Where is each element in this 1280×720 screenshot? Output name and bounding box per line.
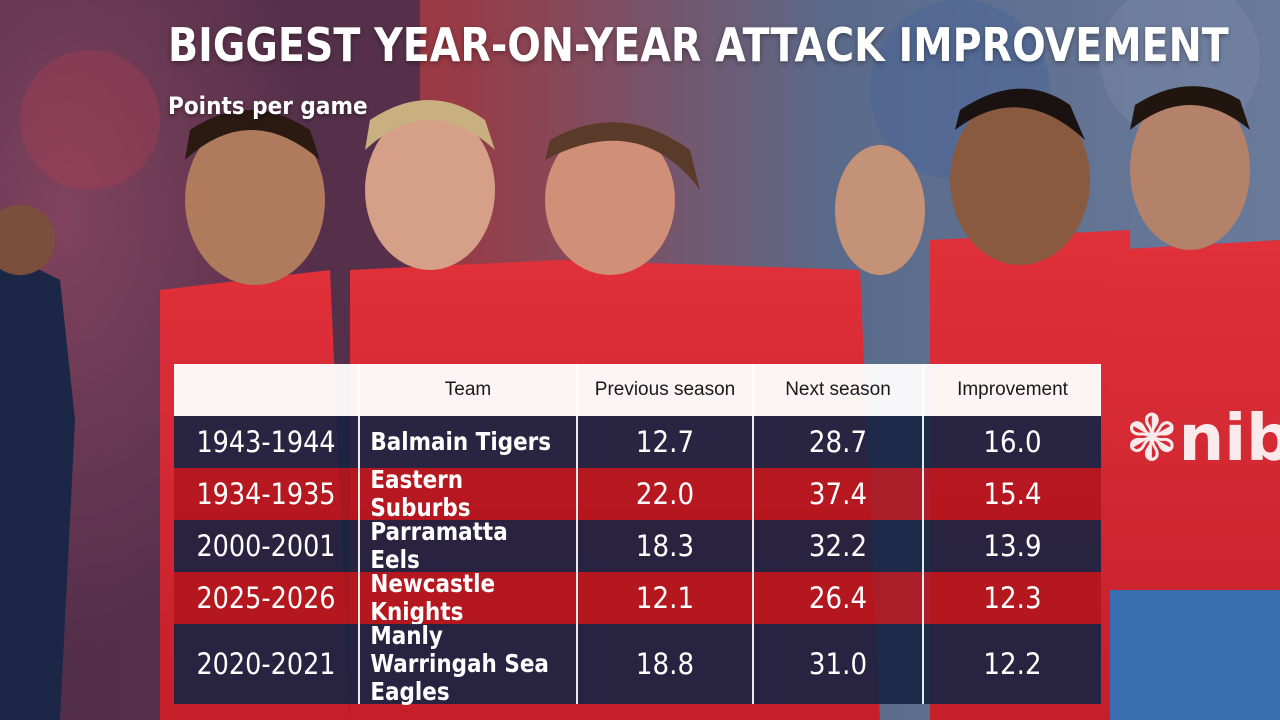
years-cell: 2000-2001	[196, 529, 336, 563]
table-row: 1943-1944 Balmain Tigers 12.7 28.7 16.0	[174, 416, 1101, 468]
team-cell: Parramatta Eels	[370, 517, 508, 574]
header-previous-season: Previous season	[594, 379, 736, 400]
improvement-cell: 15.4	[983, 477, 1042, 511]
previous-season-cell: 12.1	[635, 581, 695, 615]
years-cell: 2020-2021	[196, 647, 336, 681]
improvement-cell: 12.3	[983, 581, 1042, 615]
table-header: Team Previous season Next season Improve…	[174, 364, 1101, 416]
chart-title: BIGGEST YEAR-ON-YEAR ATTACK IMPROVEMENT	[168, 18, 1229, 72]
table-row: 1934-1935 Eastern Suburbs 22.0 37.4 15.4	[174, 465, 1101, 522]
column-divider	[576, 364, 578, 704]
previous-season-cell: 22.0	[635, 477, 695, 511]
next-season-cell: 32.2	[808, 529, 868, 563]
table-row: 2000-2001 Parramatta Eels 18.3 32.2 13.9	[174, 517, 1101, 574]
previous-season-cell: 18.8	[635, 647, 695, 681]
next-season-cell: 26.4	[808, 581, 868, 615]
team-cell: Eastern Suburbs	[370, 465, 471, 522]
improvement-cell: 12.2	[983, 647, 1042, 681]
improvement-table: Team Previous season Next season Improve…	[174, 364, 1101, 706]
previous-season-cell: 18.3	[635, 529, 695, 563]
team-cell: Balmain Tigers	[370, 427, 552, 456]
previous-season-cell: 12.7	[635, 425, 695, 459]
years-cell: 1943-1944	[196, 425, 336, 459]
column-divider	[922, 364, 924, 704]
improvement-cell: 13.9	[983, 529, 1042, 563]
header-improvement: Improvement	[957, 379, 1068, 400]
improvement-cell: 16.0	[983, 425, 1042, 459]
table-row: 2025-2026 Newcastle Knights 12.1 26.4 12…	[174, 569, 1101, 626]
header-team: Team	[444, 379, 492, 400]
next-season-cell: 37.4	[808, 477, 868, 511]
chart-subtitle: Points per game	[168, 92, 368, 120]
years-cell: 2025-2026	[196, 581, 336, 615]
svg-text:❃nib: ❃nib	[1125, 402, 1280, 476]
column-divider	[752, 364, 754, 704]
table-row: 2020-2021 Manly Warringah Sea Eagles 18.…	[174, 621, 1101, 706]
header-years	[174, 364, 358, 416]
next-season-cell: 28.7	[808, 425, 868, 459]
team-cell: Newcastle Knights	[370, 569, 496, 626]
years-cell: 1934-1935	[196, 477, 336, 511]
header-next-season: Next season	[785, 379, 891, 400]
column-divider	[358, 364, 360, 704]
team-cell: Manly Warringah Sea Eagles	[370, 621, 549, 706]
next-season-cell: 31.0	[808, 647, 868, 681]
